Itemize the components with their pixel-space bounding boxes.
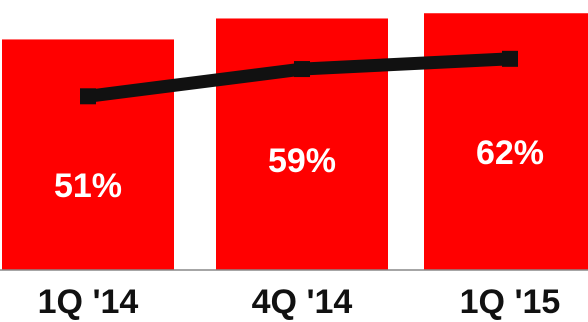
data-label-0: 51% (54, 167, 122, 205)
bar-0 (2, 39, 174, 270)
data-label-1: 59% (268, 142, 336, 180)
x-tick-label-2: 1Q '15 (460, 283, 561, 321)
trend-line (80, 50, 518, 105)
data-label-2: 62% (476, 134, 544, 172)
data-labels: 51% 59% 62% (54, 134, 544, 205)
x-tick-label-1: 4Q '14 (252, 283, 353, 321)
x-tick-labels: 1Q '14 4Q '14 1Q '15 (38, 283, 561, 321)
line-point-0 (80, 88, 96, 105)
line-point-2 (502, 50, 518, 67)
x-tick-label-0: 1Q '14 (38, 283, 139, 321)
line-point-1 (294, 61, 310, 78)
